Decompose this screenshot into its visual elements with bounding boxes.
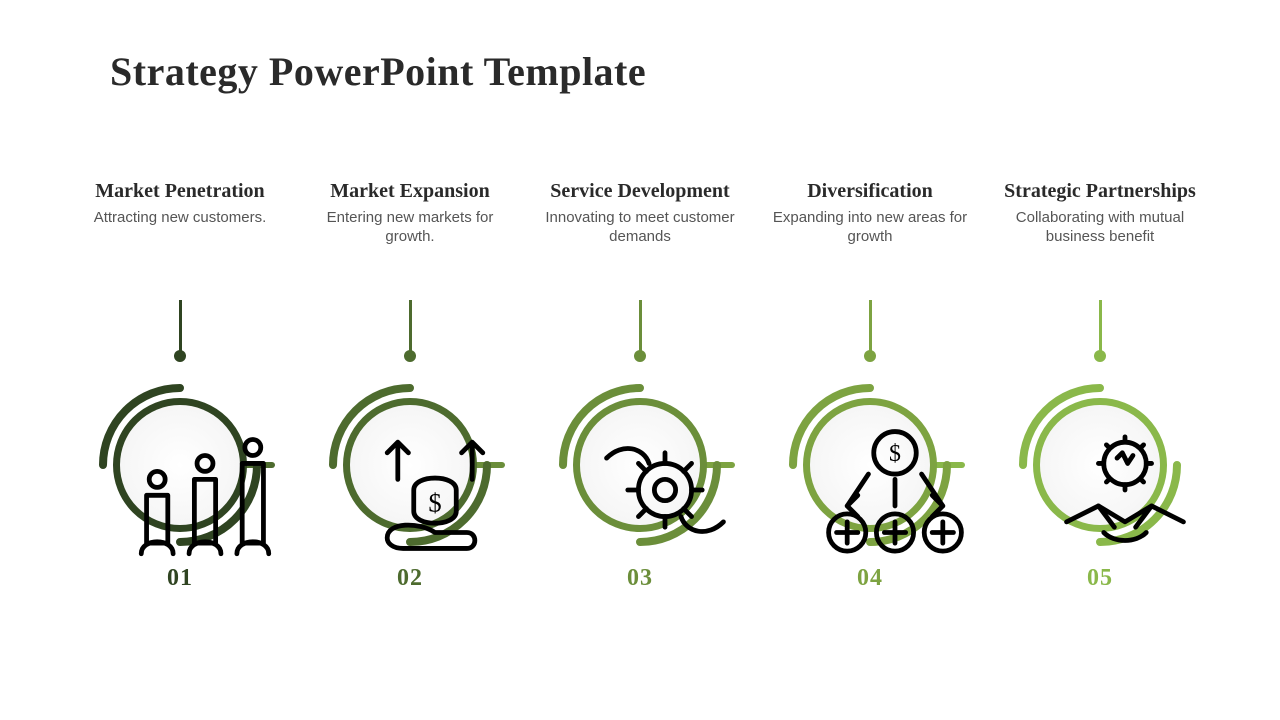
step-2-title: Market Expansion xyxy=(310,180,510,203)
step-2-desc: Entering new markets for growth. xyxy=(310,209,510,247)
step-1: Market Penetration Attracting new custom… xyxy=(65,380,295,550)
step-5-stem-dot xyxy=(1094,350,1106,362)
step-5-stem xyxy=(1099,300,1102,352)
step-4-stem-dot xyxy=(864,350,876,362)
step-1-number: 01 xyxy=(167,565,193,592)
step-1-desc: Attracting new customers. xyxy=(80,209,280,228)
step-3-inner xyxy=(580,405,700,525)
step-3-text: Service Development Innovating to meet c… xyxy=(540,180,740,247)
step-5-orbit xyxy=(1015,380,1185,550)
svg-text:$: $ xyxy=(428,487,441,517)
step-5-title: Strategic Partnerships xyxy=(1000,180,1200,203)
step-5-number: 05 xyxy=(1087,565,1113,592)
step-2-stem xyxy=(409,300,412,352)
step-5-text: Strategic Partnerships Collaborating wit… xyxy=(1000,180,1200,247)
step-5-desc: Collaborating with mutual business benef… xyxy=(1000,209,1200,247)
step-1-stem xyxy=(179,300,182,352)
hands-gear-icon xyxy=(580,405,750,575)
step-4-desc: Expanding into new areas for growth xyxy=(770,209,970,247)
svg-text:$: $ xyxy=(889,441,901,467)
step-1-inner xyxy=(120,405,240,525)
slide-title: Strategy PowerPoint Template xyxy=(110,48,646,95)
step-1-title: Market Penetration xyxy=(80,180,280,203)
step-4-inner: $ xyxy=(810,405,930,525)
step-2-inner: $ xyxy=(350,405,470,525)
handshake-gear-icon xyxy=(1040,405,1210,575)
step-4-stem xyxy=(869,300,872,352)
step-3-orbit xyxy=(555,380,725,550)
step-2-number: 02 xyxy=(397,565,423,592)
step-1-text: Market Penetration Attracting new custom… xyxy=(80,180,280,228)
step-3-desc: Innovating to meet customer demands xyxy=(540,209,740,247)
hands-chart-icon xyxy=(120,405,290,575)
step-5-inner xyxy=(1040,405,1160,525)
step-3-number: 03 xyxy=(627,565,653,592)
step-4-orbit: $ xyxy=(785,380,955,550)
step-4: Diversification Expanding into new areas… xyxy=(755,380,985,550)
step-5: Strategic Partnerships Collaborating wit… xyxy=(985,380,1215,550)
step-3: Service Development Innovating to meet c… xyxy=(525,380,755,550)
step-1-orbit xyxy=(95,380,265,550)
step-2: Market Expansion Entering new markets fo… xyxy=(295,380,525,550)
step-4-text: Diversification Expanding into new areas… xyxy=(770,180,970,247)
money-up-icon: $ xyxy=(350,405,520,575)
step-2-stem-dot xyxy=(404,350,416,362)
diversify-icon: $ xyxy=(810,405,980,575)
step-3-stem-dot xyxy=(634,350,646,362)
step-2-orbit: $ xyxy=(325,380,495,550)
step-3-title: Service Development xyxy=(540,180,740,203)
step-3-stem xyxy=(639,300,642,352)
step-2-text: Market Expansion Entering new markets fo… xyxy=(310,180,510,247)
step-4-number: 04 xyxy=(857,565,883,592)
step-4-title: Diversification xyxy=(770,180,970,203)
step-1-stem-dot xyxy=(174,350,186,362)
steps-row: Market Penetration Attracting new custom… xyxy=(0,380,1280,550)
